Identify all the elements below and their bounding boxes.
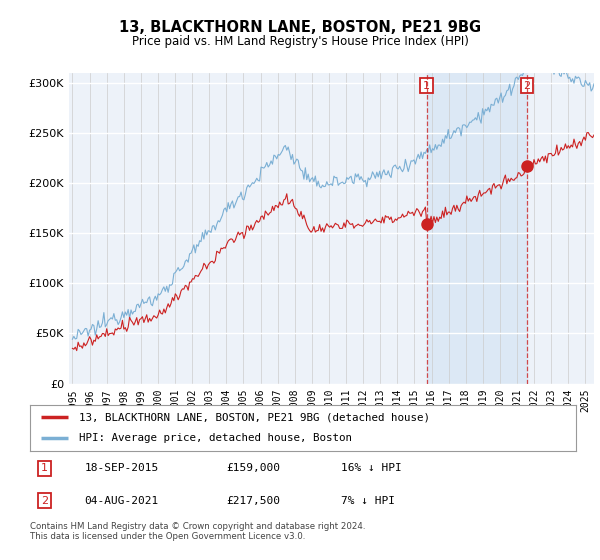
Text: £159,000: £159,000 [227, 464, 281, 473]
Text: Price paid vs. HM Land Registry's House Price Index (HPI): Price paid vs. HM Land Registry's House … [131, 35, 469, 48]
Text: £217,500: £217,500 [227, 496, 281, 506]
Text: 16% ↓ HPI: 16% ↓ HPI [341, 464, 402, 473]
Text: HPI: Average price, detached house, Boston: HPI: Average price, detached house, Bost… [79, 433, 352, 444]
Text: 7% ↓ HPI: 7% ↓ HPI [341, 496, 395, 506]
Text: 1: 1 [41, 464, 48, 473]
Bar [427, 73, 527, 384]
Text: 2: 2 [41, 496, 48, 506]
Text: 2: 2 [524, 81, 530, 91]
Text: Contains HM Land Registry data © Crown copyright and database right 2024.
This d: Contains HM Land Registry data © Crown c… [30, 522, 365, 542]
Text: 13, BLACKTHORN LANE, BOSTON, PE21 9BG: 13, BLACKTHORN LANE, BOSTON, PE21 9BG [119, 20, 481, 35]
Text: 04-AUG-2021: 04-AUG-2021 [85, 496, 159, 506]
Text: 13, BLACKTHORN LANE, BOSTON, PE21 9BG (detached house): 13, BLACKTHORN LANE, BOSTON, PE21 9BG (d… [79, 412, 430, 422]
Text: 1: 1 [423, 81, 430, 91]
Text: 18-SEP-2015: 18-SEP-2015 [85, 464, 159, 473]
